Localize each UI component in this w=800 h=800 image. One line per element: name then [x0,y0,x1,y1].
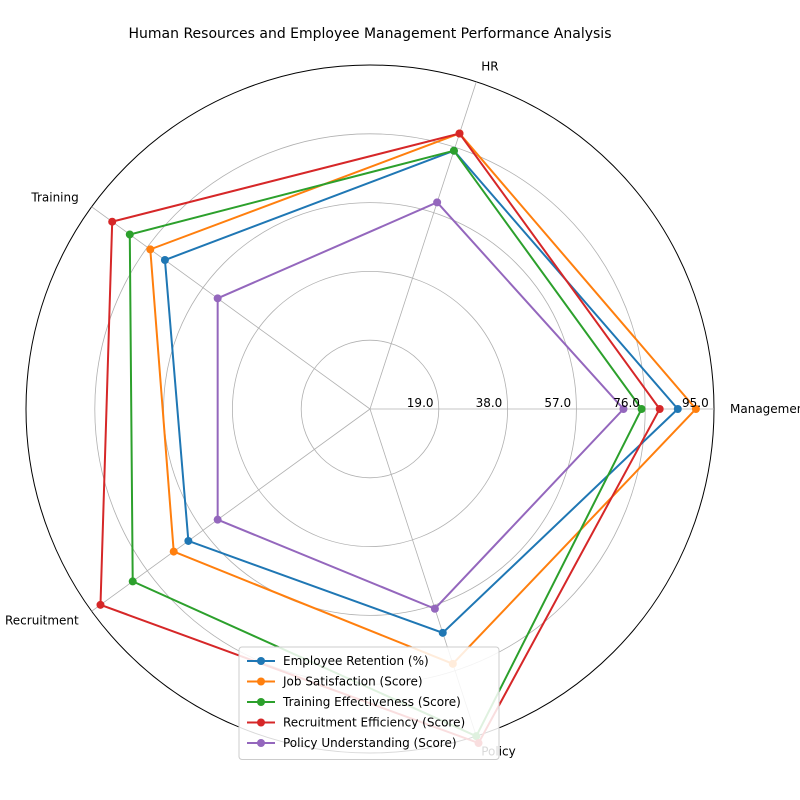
legend-marker-2 [257,698,265,706]
data-point-4-1 [433,198,442,207]
data-point-2-3 [128,577,137,586]
category-label-management: Management [730,402,800,416]
radial-tick-label-3: 76.0 [613,396,640,410]
data-point-0-3 [184,536,193,545]
legend-marker-1 [257,677,265,686]
data-point-4-3 [213,515,222,524]
data-point-4-2 [213,294,222,303]
data-point-0-2 [160,256,169,265]
radial-tick-label-1: 38.0 [476,396,503,410]
data-point-0-0 [673,405,682,413]
data-point-3-2 [108,217,117,226]
legend-label-4: Policy Understanding (Score) [283,736,457,750]
series-layer [96,129,700,748]
radial-tick-label-2: 57.0 [544,396,571,410]
spoke-3 [91,408,371,612]
data-point-2-0 [637,405,646,413]
category-label-recruitment: Recruitment [5,614,79,628]
data-point-1-0 [691,405,700,413]
chart-title: Human Resources and Employee Management … [129,26,612,42]
legend: Employee Retention (%) Job Satisfaction (… [238,646,500,760]
data-point-4-4 [430,604,439,613]
category-label-training: Training [30,190,78,204]
legend-label-0: Employee Retention (%) [283,654,429,668]
data-point-2-2 [125,230,134,239]
series-line-1 [149,132,698,666]
data-point-3-0 [655,405,664,413]
series-line-3 [99,132,661,745]
radial-tick-label-0: 19.0 [407,396,434,410]
spoke-2 [91,206,371,410]
radial-tick-label-4: 95.0 [682,396,709,410]
legend-label-1: Job Satisfaction (Score) [282,675,423,689]
legend-box [238,646,500,760]
series-line-4 [216,201,625,610]
legend-marker-0 [257,657,265,665]
data-point-4-0 [619,405,628,413]
legend-label-3: Recruitment Efficiency (Score) [283,716,465,730]
category-label-hr: HR [481,60,498,74]
data-point-2-1 [449,146,458,155]
series-line-2 [128,149,643,738]
legend-label-2: Training Effectiveness (Score) [282,695,461,709]
data-point-1-3 [169,547,178,556]
data-point-3-1 [455,129,464,138]
data-point-1-2 [146,245,155,254]
series-line-0 [163,149,680,634]
legend-marker-4 [257,739,265,747]
data-point-3-3 [96,600,105,609]
legend-marker-3 [257,718,265,727]
data-point-0-4 [438,628,447,637]
